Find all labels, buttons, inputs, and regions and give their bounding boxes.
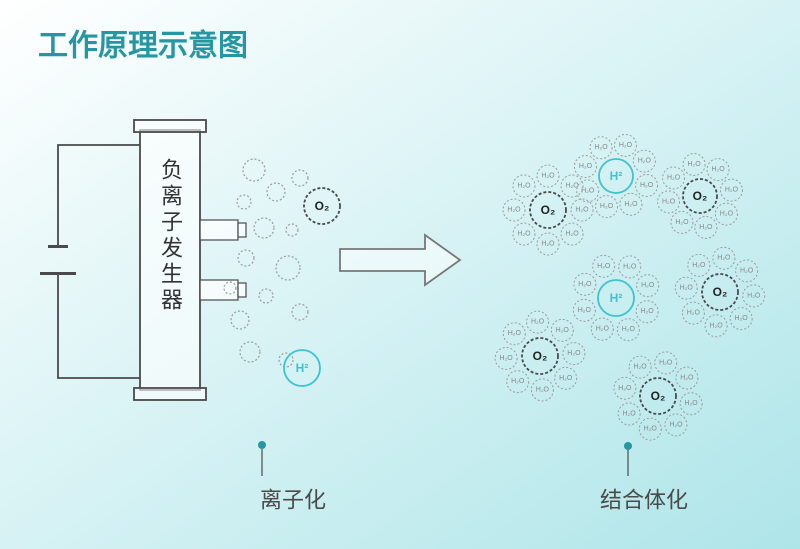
svg-text:O₂: O₂ <box>533 349 548 363</box>
svg-text:H₂O: H₂O <box>687 310 701 317</box>
svg-text:H²: H² <box>610 169 623 183</box>
left-stage-label: 离子化 <box>260 488 326 513</box>
svg-text:H₂O: H₂O <box>567 350 581 357</box>
svg-text:H₂O: H₂O <box>640 182 654 189</box>
svg-text:H₂O: H₂O <box>735 315 749 322</box>
svg-text:H²: H² <box>610 291 623 305</box>
svg-text:器: 器 <box>161 288 183 313</box>
svg-text:H₂O: H₂O <box>508 330 522 337</box>
svg-text:H₂O: H₂O <box>507 207 521 214</box>
svg-text:H₂O: H₂O <box>740 267 754 274</box>
svg-text:H₂O: H₂O <box>687 161 701 168</box>
svg-text:H₂O: H₂O <box>499 355 513 362</box>
right-stage-label: 结合体化 <box>600 488 688 513</box>
device-label: 负 <box>161 158 183 183</box>
svg-text:H₂O: H₂O <box>669 421 683 428</box>
svg-text:H²: H² <box>296 361 309 375</box>
title: 工作原理示意图 <box>38 29 248 63</box>
svg-text:H₂O: H₂O <box>511 378 525 385</box>
svg-text:O₂: O₂ <box>541 203 556 217</box>
svg-text:H₂O: H₂O <box>622 326 636 333</box>
device-cap-0 <box>134 120 206 132</box>
svg-text:H₂O: H₂O <box>556 327 570 334</box>
svg-text:H₂O: H₂O <box>623 410 637 417</box>
svg-text:H₂O: H₂O <box>680 375 694 382</box>
svg-text:H₂O: H₂O <box>596 326 610 333</box>
svg-text:发: 发 <box>161 236 183 261</box>
svg-text:H₂O: H₂O <box>531 319 545 326</box>
svg-text:O₂: O₂ <box>315 199 330 213</box>
svg-text:H₂O: H₂O <box>685 400 699 407</box>
svg-text:H₂O: H₂O <box>720 211 734 218</box>
svg-text:H₂O: H₂O <box>717 255 731 262</box>
emitter-1 <box>200 280 238 300</box>
svg-text:H₂O: H₂O <box>619 142 633 149</box>
svg-text:H₂O: H₂O <box>618 385 632 392</box>
svg-text:H₂O: H₂O <box>638 158 652 165</box>
svg-text:H₂O: H₂O <box>641 308 655 315</box>
svg-text:H₂O: H₂O <box>559 375 573 382</box>
svg-text:H₂O: H₂O <box>624 201 638 208</box>
svg-text:H₂O: H₂O <box>725 187 739 194</box>
svg-text:H₂O: H₂O <box>662 198 676 205</box>
svg-text:H₂O: H₂O <box>541 173 555 180</box>
svg-text:H₂O: H₂O <box>659 359 673 366</box>
device-cap-1 <box>134 388 206 400</box>
svg-text:H₂O: H₂O <box>541 241 555 248</box>
battery-terminal-long <box>40 272 76 275</box>
emitter-0 <box>200 220 238 240</box>
svg-text:H₂O: H₂O <box>633 364 647 371</box>
svg-text:H₂O: H₂O <box>517 231 531 238</box>
svg-text:H₂O: H₂O <box>675 219 689 226</box>
svg-text:H₂O: H₂O <box>581 187 595 194</box>
svg-text:离: 离 <box>161 184 183 209</box>
left-label-dot <box>258 441 266 449</box>
svg-text:H₂O: H₂O <box>575 207 589 214</box>
svg-text:H₂O: H₂O <box>597 263 611 270</box>
right-label-dot <box>624 442 632 450</box>
svg-text:生: 生 <box>161 262 183 287</box>
svg-text:H₂O: H₂O <box>623 263 637 270</box>
svg-text:子: 子 <box>161 210 183 235</box>
svg-text:H₂O: H₂O <box>641 282 655 289</box>
svg-text:O₂: O₂ <box>693 189 708 203</box>
diagram-root: 工作原理示意图负离子发生器 O₂ H² O₂ H₂O H₂O H₂O H₂O H₂O H₂O H₂O… <box>0 0 800 549</box>
svg-text:H₂O: H₂O <box>644 426 658 433</box>
svg-text:H₂O: H₂O <box>536 386 550 393</box>
svg-text:H₂O: H₂O <box>578 307 592 314</box>
svg-text:H₂O: H₂O <box>667 174 681 181</box>
svg-text:H₂O: H₂O <box>680 285 694 292</box>
svg-text:H₂O: H₂O <box>600 203 614 210</box>
svg-text:H₂O: H₂O <box>699 224 713 231</box>
svg-text:H₂O: H₂O <box>579 163 593 170</box>
diagram-svg: 工作原理示意图负离子发生器 O₂ H² O₂ H₂O H₂O H₂O H₂O H₂O H₂O H₂O… <box>0 0 800 549</box>
svg-text:H₂O: H₂O <box>517 182 531 189</box>
svg-text:O₂: O₂ <box>713 285 728 299</box>
svg-text:H₂O: H₂O <box>565 231 579 238</box>
svg-text:H₂O: H₂O <box>710 322 724 329</box>
svg-text:O₂: O₂ <box>651 389 666 403</box>
svg-text:H₂O: H₂O <box>594 144 608 151</box>
svg-text:H₂O: H₂O <box>692 262 706 269</box>
battery-terminal-short <box>48 245 68 248</box>
svg-text:H₂O: H₂O <box>578 281 592 288</box>
background <box>0 0 800 549</box>
svg-text:H₂O: H₂O <box>747 292 761 299</box>
svg-text:H₂O: H₂O <box>711 166 725 173</box>
